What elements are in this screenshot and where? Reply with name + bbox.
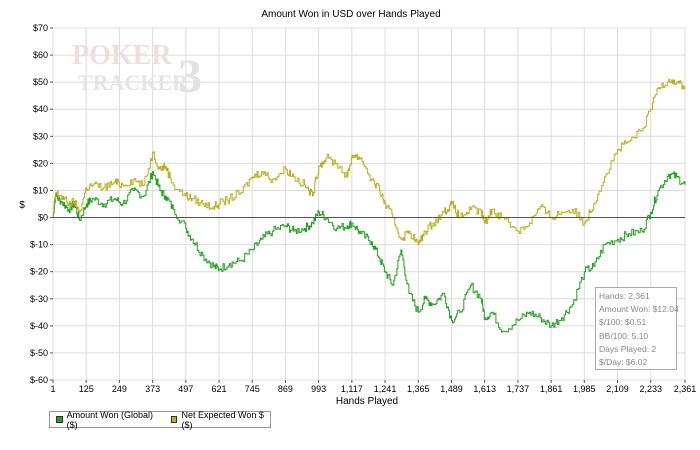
info-dollars-per-100: $/100: $0.51 [599, 317, 647, 328]
info-amount-won: Amount Won: $12.04 [599, 304, 679, 315]
y-tick-label: $-40 [30, 321, 48, 331]
y-tick-label: $10 [33, 185, 48, 195]
x-tick-label: 125 [79, 384, 94, 394]
y-tick-label: $-10 [30, 240, 48, 250]
info-bb-per-100: BB/100: 5.10 [599, 330, 649, 341]
watermark-tracker: TRACKER [78, 70, 189, 95]
y-tick-label: $-20 [30, 267, 48, 277]
legend: Amount Won (Global) ($) Net Expected Won… [49, 409, 271, 430]
stats-info-box: Hands: 2,361 Amount Won: $12.04 $/100: $… [595, 287, 679, 370]
info-hands: Hands: 2,361 [599, 291, 650, 301]
x-tick-label: 2,109 [606, 384, 629, 394]
x-tick-label: 1,861 [540, 384, 563, 394]
x-tick-label: 2,361 [674, 384, 697, 394]
plot-area [52, 27, 686, 381]
y-tick-label: $-30 [30, 294, 48, 304]
x-tick-label: 1,613 [473, 384, 496, 394]
x-tick-label: 1,117 [341, 384, 363, 394]
x-tick-label: 993 [311, 384, 326, 394]
series-lines [52, 78, 686, 333]
series-line-0 [52, 171, 686, 333]
x-tick-label: 249 [112, 384, 127, 394]
y-tick-label: $0 [38, 213, 48, 223]
y-tick-label: $-60 [30, 375, 48, 385]
y-tick-label: $70 [33, 23, 48, 33]
watermark-poker: POKER [72, 40, 172, 71]
x-tick-label: 1,241 [374, 384, 397, 394]
legend-label-net-expected: Net Expected Won $ ($) [181, 409, 264, 430]
y-tick-label: $-50 [30, 348, 48, 358]
y-tick-label: $40 [33, 104, 48, 114]
x-tick-label: 497 [178, 384, 193, 394]
x-tick-label: 745 [245, 384, 260, 394]
y-tick-label: $60 [33, 50, 48, 60]
info-days-played: Days Played: 2 [599, 343, 657, 354]
series-line-1 [52, 78, 686, 246]
y-tick-label: $30 [33, 131, 48, 141]
x-tick-label: 2,233 [639, 384, 662, 394]
legend-item-amount-won[interactable]: Amount Won (Global) ($) [56, 410, 159, 430]
x-tick-label: 1,489 [440, 384, 463, 394]
x-tick-label: 621 [212, 384, 227, 394]
chart-title: Amount Won in USD over Hands Played [261, 9, 440, 20]
watermark-numeral: 3 [178, 50, 202, 103]
y-tick-label: $20 [33, 158, 48, 168]
x-tick-label: 373 [145, 384, 160, 394]
legend-label-amount-won: Amount Won (Global) ($) [66, 409, 153, 430]
x-axis-title: Hands Played [336, 396, 398, 407]
legend-item-net-expected[interactable]: Net Expected Won $ ($) [170, 409, 270, 430]
legend-swatch-net-expected [170, 416, 178, 423]
legend-swatch-amount-won [56, 416, 63, 423]
x-tick-label: 1,737 [507, 384, 530, 394]
x-tick-label: 1,985 [573, 384, 596, 394]
x-tick-label: 1,365 [407, 384, 430, 394]
y-tick-label: $50 [33, 77, 48, 87]
x-tick-label: 1 [50, 384, 55, 394]
y-axis-title: $ [19, 200, 25, 211]
x-tick-label: 869 [278, 384, 293, 394]
grid [52, 27, 686, 381]
axes: $70 $60 $50 $40 $30 $20 $10 $0 $-10 $-20 $-30 $-40 $… [30, 23, 696, 394]
info-dollars-per-day: $/Day: $6.02 [599, 357, 648, 368]
watermark: POKER TRACKER 3 [72, 40, 202, 103]
